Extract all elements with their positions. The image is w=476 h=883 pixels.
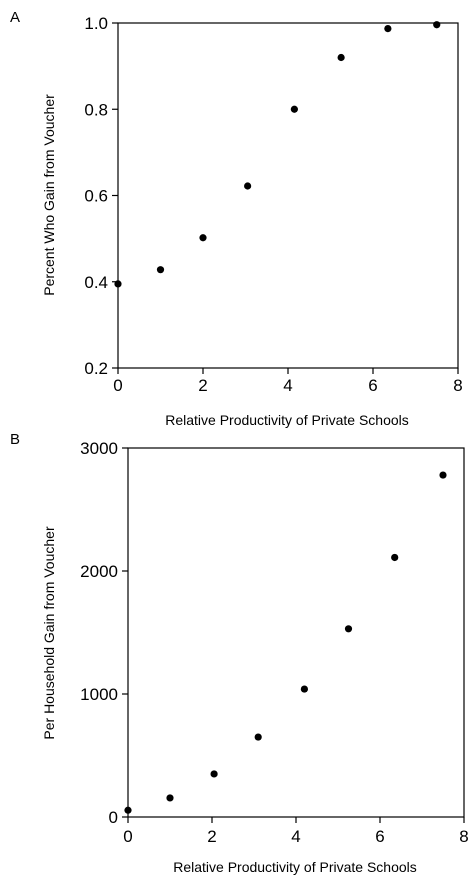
data-point [300,685,308,693]
data-point [254,733,262,741]
y-tick-label: 0.8 [84,100,108,119]
x-axis: 0 2 4 6 8 [113,368,463,395]
data-point [124,806,132,814]
data-point [290,105,298,113]
y-tick-label: 0 [109,808,118,827]
y-tick-label: 0.6 [84,187,108,206]
y-tick-label: 0.2 [84,359,108,378]
data-point [344,625,353,633]
x-tick-label: 0 [123,827,132,846]
x-axis-title: Relative Productivity of Private Schools [165,412,409,428]
data-point [166,794,174,802]
plot-area-frame [127,447,465,818]
data-point [244,182,252,190]
y-tick-label: 2000 [80,562,118,581]
y-tick-label: 1000 [80,685,118,704]
data-point [384,25,392,33]
data-point [199,234,207,242]
x-axis-title: Relative Productivity of Private Schools [173,859,417,875]
x-tick-label: 6 [375,827,384,846]
panel-label: A [10,9,20,26]
chart-panel-b: B 0 1000 2000 3000 0 2 4 6 8 Per Household Gain… [10,431,469,875]
x-tick-label: 8 [453,376,462,395]
y-axis: 0.2 0.4 0.6 0.8 1.0 [84,14,118,378]
y-axis-title: Percent Who Gain from Voucher [41,94,57,296]
x-tick-label: 4 [291,827,300,846]
data-point [156,266,165,274]
x-tick-label: 2 [198,376,207,395]
y-tick-label: 0.4 [84,273,108,292]
x-tick-label: 8 [459,827,468,846]
y-axis-title: Per Household Gain from Voucher [41,526,57,740]
data-point [433,21,441,29]
y-tick-label: 1.0 [84,14,108,33]
data-point [210,770,218,778]
data-series [124,471,447,814]
plot-area-frame [117,22,459,369]
y-axis: 0 1000 2000 3000 [80,439,128,827]
data-point [337,53,345,62]
data-point [114,280,122,288]
x-tick-label: 0 [113,376,122,395]
data-series [114,21,441,288]
x-tick-label: 6 [368,376,377,395]
x-tick-label: 4 [283,376,292,395]
x-axis: 0 2 4 6 8 [123,817,469,846]
data-point [391,553,399,562]
x-tick-label: 2 [207,827,216,846]
chart-panel-a: A 0.2 0.4 0.6 0.8 1.0 0 2 4 6 8 Percent Who Gain… [10,9,463,428]
data-point [439,471,447,479]
panel-label: B [10,431,20,448]
y-tick-label: 3000 [80,439,118,458]
